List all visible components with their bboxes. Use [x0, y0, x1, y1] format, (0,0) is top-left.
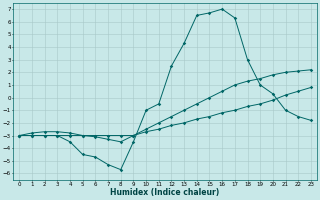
X-axis label: Humidex (Indice chaleur): Humidex (Indice chaleur) — [110, 188, 220, 197]
